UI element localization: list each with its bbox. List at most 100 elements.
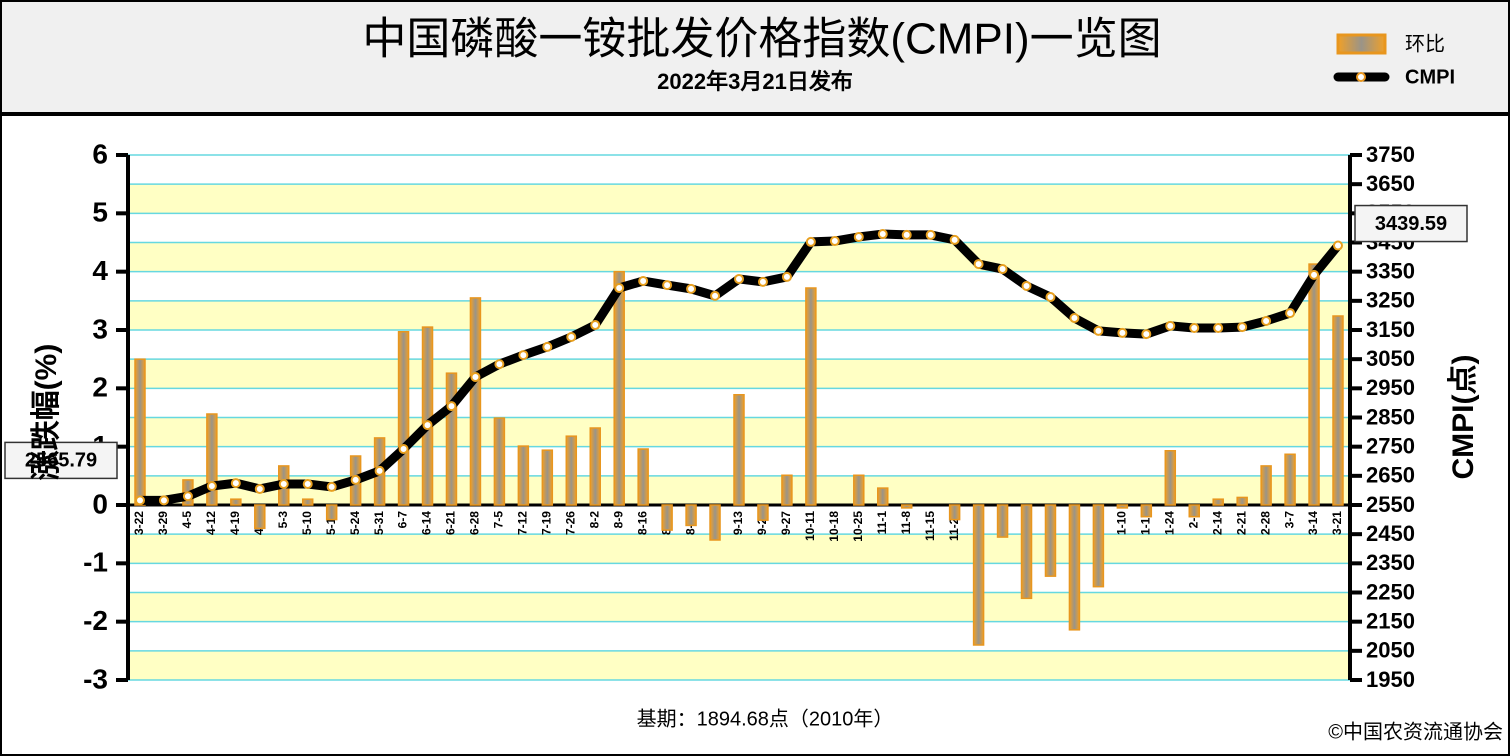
line-marker [853, 231, 864, 242]
line-marker [1045, 292, 1056, 303]
line-marker [206, 481, 217, 492]
band [128, 155, 1350, 185]
line-marker [781, 271, 792, 282]
x-tick-label: 4-12 [204, 511, 218, 535]
band [128, 534, 1350, 564]
x-tick-label: 1-24 [1162, 511, 1176, 535]
x-tick-label: 7-5 [492, 511, 506, 529]
line-marker [446, 401, 457, 412]
bar [1044, 504, 1057, 577]
x-tick-label: 7-12 [516, 511, 530, 535]
legend-marker [1356, 72, 1366, 82]
bar [206, 413, 218, 506]
line-marker [805, 236, 816, 247]
y2-tick-label: 3750 [1366, 142, 1415, 167]
bar [1332, 315, 1344, 506]
x-tick-label: 3-7 [1282, 511, 1296, 529]
x-tick-label: 2-21 [1234, 511, 1248, 535]
line-marker [1117, 327, 1128, 338]
y2-tick-label: 2850 [1366, 404, 1415, 429]
x-tick-label: 3-14 [1306, 511, 1320, 535]
x-tick-label: 5-31 [372, 511, 386, 535]
bar [613, 270, 625, 506]
line-marker [1189, 322, 1200, 333]
value-label-box [1354, 204, 1468, 243]
line-marker [614, 283, 625, 293]
line-marker [1261, 315, 1272, 326]
y2-tick-label: 2750 [1366, 433, 1415, 458]
x-tick-label: 6-7 [396, 511, 410, 529]
line-marker [135, 495, 145, 506]
x-tick-label: 5-3 [276, 511, 290, 529]
x-tick-label: 3-29 [156, 511, 170, 535]
y2-tick-label: 3050 [1366, 346, 1415, 371]
y2-tick-label: 2150 [1366, 608, 1415, 633]
x-tick-label: 3-21 [1330, 511, 1344, 535]
bar [397, 331, 410, 506]
bar [637, 448, 649, 506]
bar [877, 487, 889, 506]
x-tick-label: 2-14 [1210, 511, 1224, 535]
x-tick-label: 9-13 [731, 511, 745, 535]
bar [230, 498, 242, 506]
band [128, 213, 1350, 243]
bar [1188, 504, 1200, 518]
bar [325, 504, 338, 521]
y-tick-label: 4 [92, 255, 108, 286]
x-tick-label: 7-19 [539, 511, 553, 535]
line-marker [877, 229, 888, 240]
x-tick-label: 11-1 [875, 511, 889, 535]
line-marker [1213, 322, 1224, 333]
y2-tick-label: 2450 [1366, 521, 1415, 546]
line-marker [1309, 269, 1320, 280]
bar [541, 449, 554, 506]
x-tick-label: 8-2 [587, 511, 601, 529]
chart-title: 中国磷酸一铵批发价格指数(CMPI)一览图 [362, 15, 1161, 64]
line-marker [158, 495, 169, 506]
band [128, 242, 1350, 272]
x-tick-label: 10-11 [803, 511, 817, 541]
value-label: 2565.79 [25, 450, 97, 472]
bar [900, 504, 913, 509]
bar [1140, 504, 1153, 518]
y2-tick-label: 2550 [1366, 492, 1415, 517]
legend-label: CMPI [1405, 66, 1455, 88]
line-marker [1165, 320, 1176, 331]
line-marker [494, 359, 505, 370]
band [128, 592, 1350, 622]
bar [781, 474, 793, 506]
x-tick-label: 8-16 [635, 511, 649, 535]
line-marker [542, 341, 553, 352]
bar [709, 504, 721, 541]
x-tick-label: 6-28 [468, 511, 482, 535]
line-marker [1093, 325, 1104, 336]
y-tick-label: -2 [83, 605, 108, 636]
bar [589, 427, 601, 506]
y2-tick-label: 3650 [1366, 171, 1415, 196]
x-tick-label: 6-21 [444, 511, 458, 535]
x-tick-label: 4-5 [180, 511, 194, 529]
line-marker [326, 481, 337, 492]
line-marker [973, 259, 984, 270]
band [128, 650, 1350, 680]
line-marker [686, 283, 697, 294]
bar [134, 358, 146, 506]
y2-tick-label: 2250 [1366, 579, 1415, 604]
x-tick-label: 5-24 [348, 511, 362, 535]
bar [972, 504, 985, 646]
line-marker [1021, 280, 1032, 291]
band [128, 563, 1350, 593]
line-marker [1141, 329, 1152, 340]
bar [685, 504, 697, 527]
line-marker [278, 479, 289, 489]
bar [1308, 263, 1320, 506]
line-marker [949, 234, 960, 245]
line-marker [1237, 322, 1248, 333]
x-tick-label: 5-10 [300, 511, 314, 535]
x-tick-label: 3-22 [132, 511, 146, 535]
x-tick-label: 7-26 [563, 511, 577, 535]
bar [493, 417, 506, 506]
band [128, 621, 1350, 651]
y-tick-label: 6 [92, 138, 108, 169]
